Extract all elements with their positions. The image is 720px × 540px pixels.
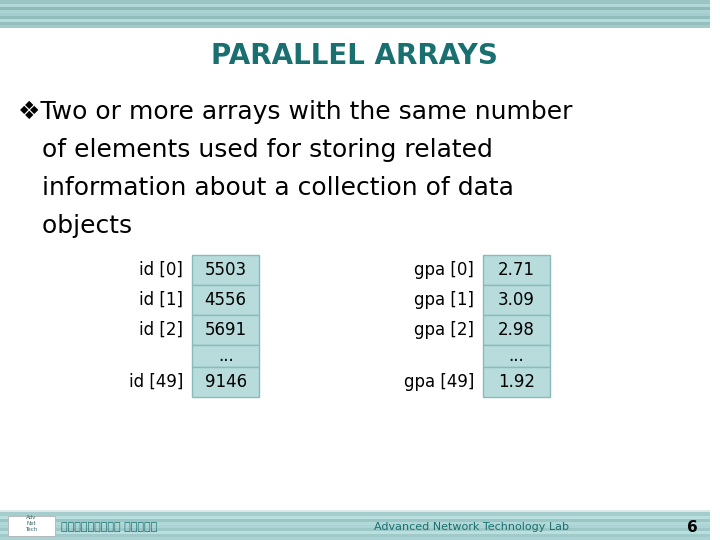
Text: id [2]: id [2] — [139, 321, 184, 339]
Bar — [0, 531, 709, 534]
Bar — [0, 16, 709, 19]
Bar — [0, 7, 709, 10]
Bar — [8, 516, 55, 536]
Bar — [483, 255, 550, 285]
Text: 4556: 4556 — [204, 291, 247, 309]
Text: 5503: 5503 — [204, 261, 247, 279]
Text: id [1]: id [1] — [139, 291, 184, 309]
Bar — [0, 22, 709, 25]
Text: objects: objects — [18, 214, 132, 238]
Bar — [483, 345, 550, 367]
Bar — [0, 19, 709, 22]
Text: gpa [1]: gpa [1] — [414, 291, 474, 309]
Bar — [0, 522, 709, 525]
Bar — [0, 519, 709, 522]
Bar — [0, 525, 709, 528]
Text: 5691: 5691 — [204, 321, 247, 339]
Text: ❖Two or more arrays with the same number: ❖Two or more arrays with the same number — [18, 100, 572, 124]
Bar — [192, 255, 259, 285]
Bar — [192, 345, 259, 367]
Bar — [0, 0, 709, 1]
Bar — [0, 513, 709, 516]
Bar — [0, 528, 709, 531]
Bar — [0, 4, 709, 7]
Bar — [0, 25, 709, 28]
Text: id [49]: id [49] — [129, 373, 184, 391]
Bar — [0, 534, 709, 537]
Text: gpa [0]: gpa [0] — [414, 261, 474, 279]
Bar — [483, 285, 550, 315]
Text: gpa [49]: gpa [49] — [404, 373, 474, 391]
Text: ...: ... — [508, 347, 524, 365]
Text: 中正大學通訊工程系 潘仁義老師: 中正大學通訊工程系 潘仁義老師 — [61, 522, 158, 532]
Bar — [192, 367, 259, 397]
Bar — [192, 285, 259, 315]
Bar — [0, 537, 709, 540]
Bar — [483, 367, 550, 397]
Bar — [0, 13, 709, 16]
Text: 1.92: 1.92 — [498, 373, 535, 391]
Text: information about a collection of data: information about a collection of data — [18, 176, 513, 200]
Bar — [0, 512, 709, 540]
Bar — [0, 10, 709, 13]
Text: 6: 6 — [687, 519, 698, 535]
Bar — [192, 315, 259, 345]
Text: Advanced Network Technology Lab: Advanced Network Technology Lab — [374, 522, 570, 532]
Text: ...: ... — [218, 347, 233, 365]
Text: 2.98: 2.98 — [498, 321, 535, 339]
Bar — [0, 1, 709, 4]
Bar — [0, 510, 709, 513]
Text: PARALLEL ARRAYS: PARALLEL ARRAYS — [212, 42, 498, 70]
Text: 2.71: 2.71 — [498, 261, 535, 279]
Text: gpa [2]: gpa [2] — [414, 321, 474, 339]
Text: 3.09: 3.09 — [498, 291, 535, 309]
Bar — [483, 315, 550, 345]
Text: Adv
Net
Tech: Adv Net Tech — [25, 515, 37, 532]
Bar — [0, 516, 709, 519]
Text: id [0]: id [0] — [140, 261, 184, 279]
Bar — [0, 0, 709, 28]
Text: of elements used for storing related: of elements used for storing related — [18, 138, 492, 162]
Text: 9146: 9146 — [204, 373, 247, 391]
